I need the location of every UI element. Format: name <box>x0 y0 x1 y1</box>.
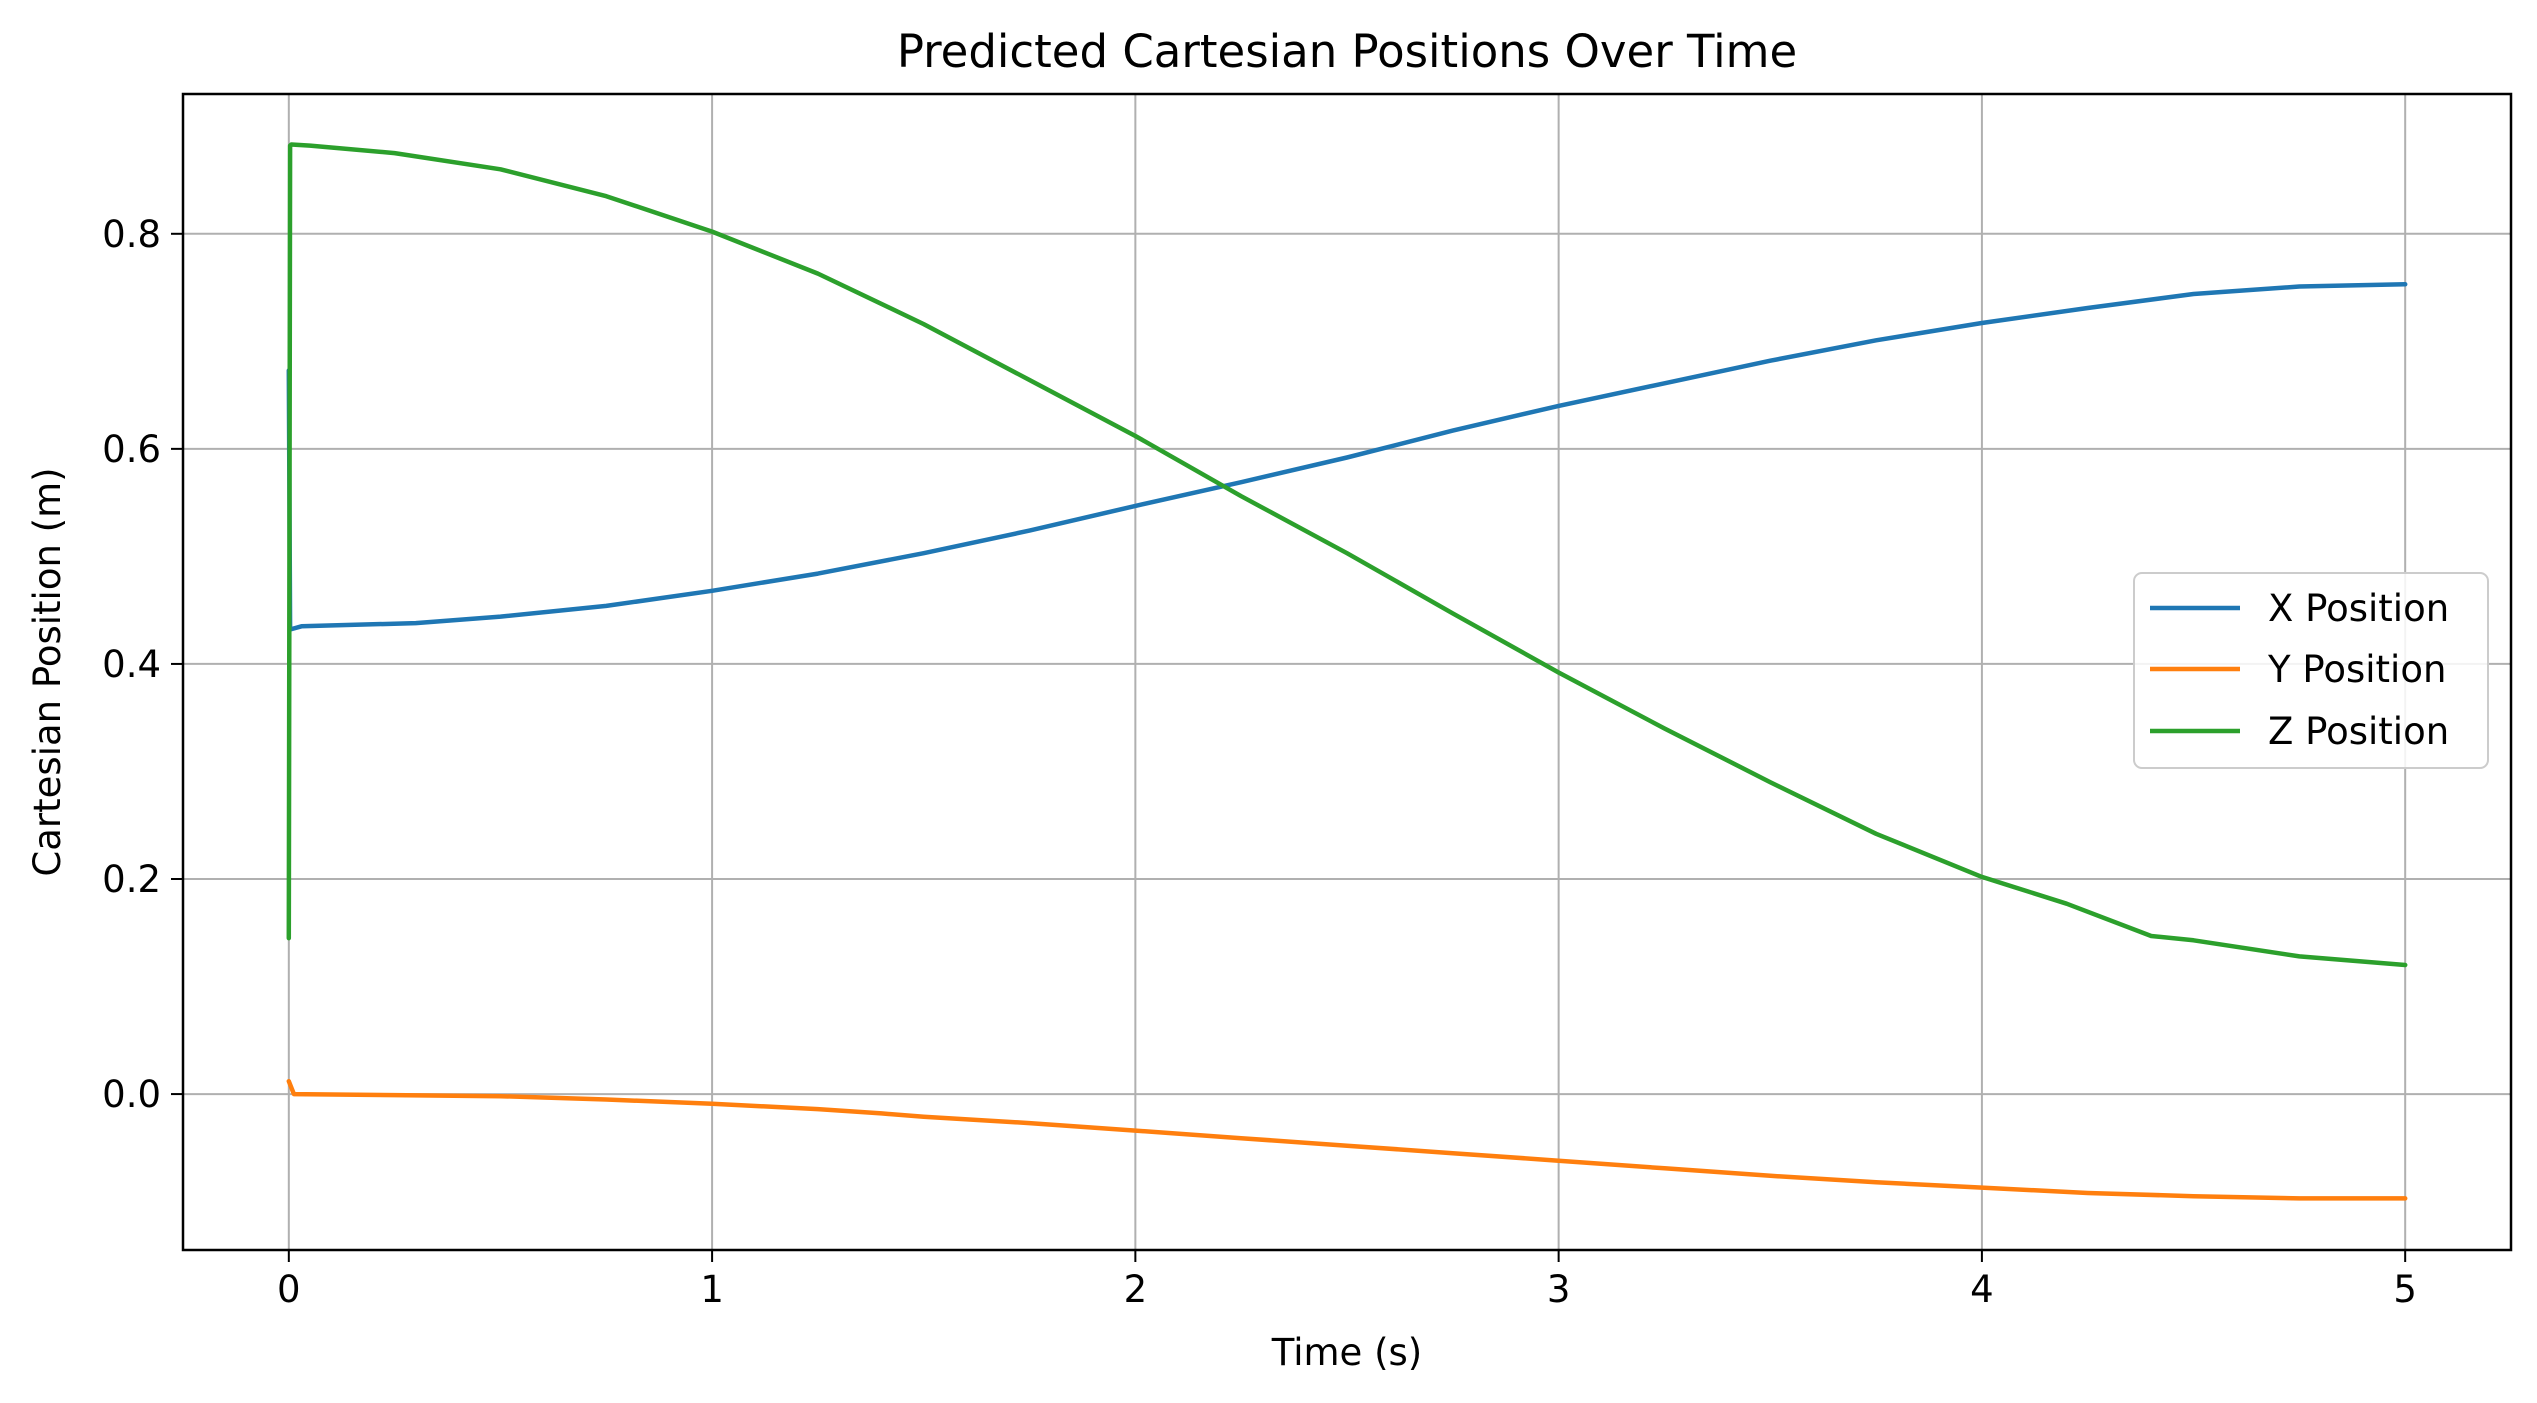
y-tick-label: 0.2 <box>102 858 161 901</box>
x-tick-label: 4 <box>1970 1268 1994 1311</box>
legend: X Position Y Position Z Position <box>2133 572 2489 769</box>
x-axis-label: Time (s) <box>1271 1331 1422 1374</box>
legend-label-y: Y Position <box>2267 648 2446 691</box>
legend-label-z: Z Position <box>2268 710 2449 753</box>
x-tick-label: 2 <box>1124 1268 1148 1311</box>
y-tick-label: 0.8 <box>102 213 161 256</box>
chart-title: Predicted Cartesian Positions Over Time <box>897 25 1797 78</box>
series-lines <box>286 142 2408 1201</box>
y-tick-label: 0.6 <box>102 428 161 471</box>
x-tick-label: 0 <box>277 1268 301 1311</box>
series-line-y-position <box>286 1078 2408 1201</box>
ticks: 0 1 2 3 4 5 0.0 0.2 0.4 0.6 0.8 <box>102 213 2417 1311</box>
plot-frame <box>181 92 2513 1252</box>
y-tick-label: 0.0 <box>102 1073 161 1116</box>
series-line-x-position <box>286 282 2408 632</box>
x-tick-label: 5 <box>2393 1268 2417 1311</box>
legend-box <box>2133 572 2489 769</box>
x-tick-label: 3 <box>1547 1268 1571 1311</box>
y-tick-label: 0.4 <box>102 643 161 686</box>
series-line-z-position <box>286 142 2408 968</box>
legend-label-x: X Position <box>2268 587 2449 630</box>
x-tick-label: 1 <box>700 1268 724 1311</box>
y-axis-label: Cartesian Position (m) <box>26 467 69 876</box>
